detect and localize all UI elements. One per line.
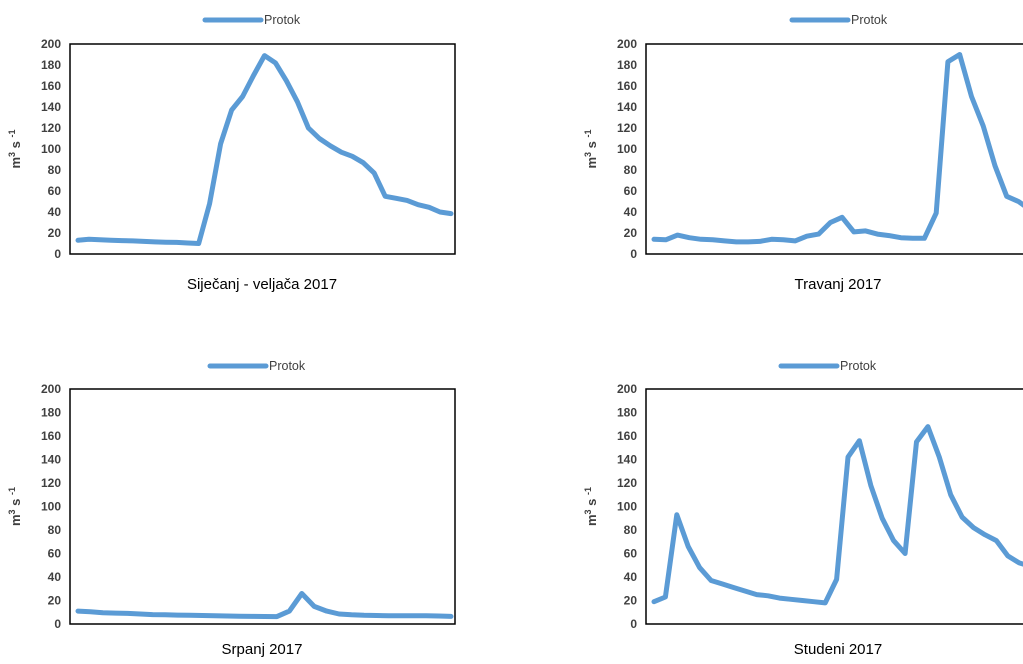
legend: Protok (202, 13, 301, 27)
y-axis-label-part: 3 (7, 509, 17, 514)
y-axis-label-part: m (8, 514, 23, 526)
y-axis-label-part: m (8, 157, 23, 169)
y-tick-label: 120 (617, 476, 637, 490)
chart-panel-3: 0 20 40 60 80 100 120 140 160 180 200 m3 s -1 Protok… (7, 359, 456, 658)
y-tick-label: 60 (48, 547, 62, 561)
chart-title: Siječanj - veljača 2017 (187, 276, 337, 293)
y-tick-label: 40 (48, 205, 62, 219)
plot-area (69, 388, 456, 625)
y-tick-label: 0 (54, 247, 61, 261)
y-tick-label: 120 (617, 121, 637, 135)
legend: Protok (789, 13, 888, 27)
y-tick-label: 100 (41, 142, 61, 156)
y-tick-label: 100 (41, 500, 61, 514)
y-axis-label-part: s (8, 495, 23, 509)
y-tick-label: 160 (41, 79, 61, 93)
y-tick-label: 140 (41, 453, 61, 467)
y-tick-label: 80 (624, 523, 638, 537)
y-axis-label-part: s (584, 137, 599, 151)
y-tick-label: 60 (624, 547, 638, 561)
y-tick-label: 0 (630, 247, 637, 261)
chart-title: Travanj 2017 (795, 276, 882, 293)
y-axis-label-part: -1 (7, 129, 17, 137)
y-axis-label-part: 3 (583, 509, 593, 514)
series-line-1 (75, 591, 454, 620)
y-axis-label-part: -1 (583, 487, 593, 495)
legend: Protok (778, 359, 877, 373)
y-axis-label: m3 s -1 (7, 129, 23, 168)
y-tick-label: 160 (617, 429, 637, 443)
y-tick-label: 20 (624, 594, 638, 608)
chart-title: Studeni 2017 (794, 641, 882, 658)
y-tick-label: 160 (41, 429, 61, 443)
plot-area (645, 43, 1023, 255)
y-axis-label-part: 3 (7, 152, 17, 157)
legend-label: Protok (851, 13, 888, 27)
y-tick-label: 0 (630, 617, 637, 631)
y-tick-label: 160 (617, 79, 637, 93)
y-axis-label-part: s (584, 495, 599, 509)
y-tick-label: 180 (617, 58, 637, 72)
y-axis-label-part: 3 (583, 152, 593, 157)
legend-label: Protok (840, 359, 877, 373)
series-line-1 (75, 53, 454, 246)
legend: Protok (207, 359, 306, 373)
y-tick-label: 80 (48, 523, 62, 537)
y-tick-label: 20 (48, 594, 62, 608)
y-tick-label: 40 (48, 570, 62, 584)
y-tick-label: 140 (617, 100, 637, 114)
y-axis-label-part: -1 (583, 129, 593, 137)
y-tick-label: 120 (41, 121, 61, 135)
y-tick-label: 180 (41, 58, 61, 72)
y-tick-label: 140 (617, 453, 637, 467)
y-tick-label: 20 (48, 226, 62, 240)
y-tick-label: 180 (617, 406, 637, 420)
chart-panel-4: 0 20 40 60 80 100 120 140 160 180 200 m3 s -1 Protok… (583, 359, 1023, 658)
legend-label: Protok (269, 359, 306, 373)
y-tick-label: 200 (41, 382, 61, 396)
y-tick-label: 120 (41, 476, 61, 490)
chart-panel-1: 0 20 40 60 80 100 120 140 160 180 200 m3 s -1 Protok… (7, 13, 456, 293)
chart-panel-2: 0 20 40 60 80 100 120 140 160 180 200 m3 s -1 Protok… (583, 13, 1023, 293)
y-axis-label: m3 s -1 (7, 487, 23, 526)
y-tick-label: 80 (624, 163, 638, 177)
plot-area (645, 388, 1023, 625)
y-axis-label-part: m (584, 514, 599, 526)
y-axis-label-part: -1 (7, 487, 17, 495)
y-tick-label: 60 (624, 184, 638, 198)
plot-area (69, 43, 456, 255)
y-tick-label: 100 (617, 142, 637, 156)
y-tick-label: 200 (41, 37, 61, 51)
y-tick-label: 60 (48, 184, 62, 198)
y-tick-label: 180 (41, 406, 61, 420)
y-axis-label-part: m (584, 157, 599, 169)
chart-title: Srpanj 2017 (222, 641, 303, 658)
y-axis-label: m3 s -1 (583, 487, 599, 526)
legend-label: Protok (264, 13, 301, 27)
y-tick-label: 140 (41, 100, 61, 114)
y-tick-label: 0 (54, 617, 61, 631)
y-tick-label: 20 (624, 226, 638, 240)
y-tick-label: 200 (617, 37, 637, 51)
y-axis-label: m3 s -1 (583, 129, 599, 168)
series-line-1 (651, 52, 1023, 245)
series-line-1 (651, 424, 1023, 606)
y-tick-label: 80 (48, 163, 62, 177)
y-tick-label: 100 (617, 500, 637, 514)
y-tick-label: 40 (624, 570, 638, 584)
y-axis-label-part: s (8, 137, 23, 151)
y-tick-label: 200 (617, 382, 637, 396)
y-tick-label: 40 (624, 205, 638, 219)
